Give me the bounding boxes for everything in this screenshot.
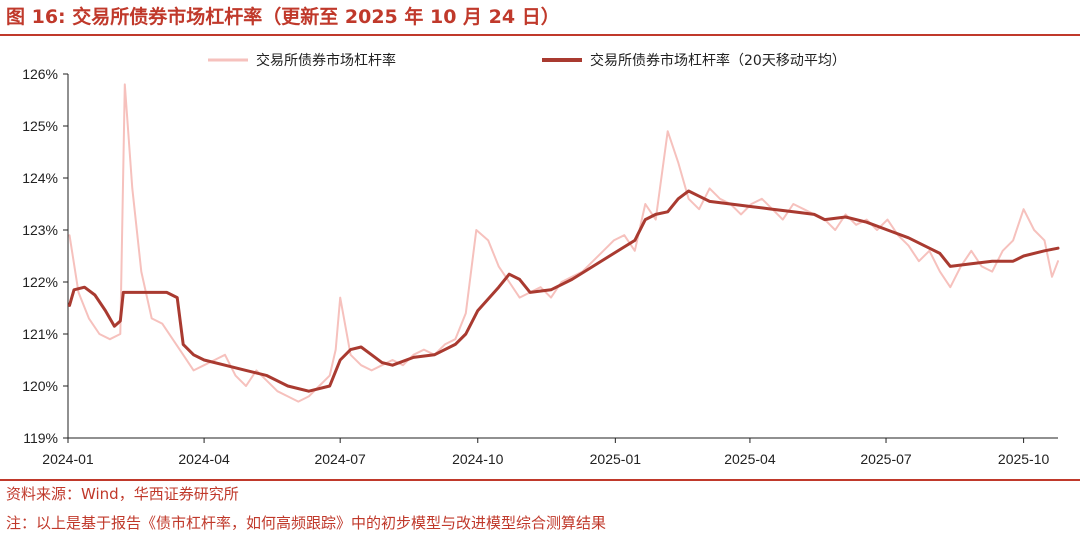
footnote: 注：以上是基于报告《债市杠杆率，如何高频跟踪》中的初步模型与改进模型综合测算结果 xyxy=(6,514,607,532)
x-tick-label: 2025-07 xyxy=(860,451,912,467)
y-tick-label: 125% xyxy=(22,118,58,134)
legend-label: 交易所债券市场杠杆率（20天移动平均） xyxy=(590,52,846,69)
title-rule xyxy=(0,34,1080,36)
x-tick-label: 2024-10 xyxy=(452,451,504,467)
y-tick-label: 122% xyxy=(22,274,58,290)
y-tick-label: 119% xyxy=(23,430,58,446)
figure-title: 图 16: 交易所债券市场杠杆率（更新至 2025 年 10 月 24 日） xyxy=(6,6,560,28)
x-tick-label: 2025-04 xyxy=(724,451,776,467)
y-tick-label: 126% xyxy=(22,66,58,82)
y-tick-label: 124% xyxy=(22,170,58,186)
y-tick-label: 120% xyxy=(22,378,58,394)
line-chart: 119% 120% 121% 122% 123% 124% 125% 126% 2024-01 2… xyxy=(22,52,1060,467)
footer-rule xyxy=(0,479,1080,481)
x-tick-label: 2024-07 xyxy=(314,451,366,467)
x-tick-label: 2024-04 xyxy=(178,451,230,467)
x-tick-label: 2025-01 xyxy=(590,451,642,467)
x-tick-label: 2025-10 xyxy=(998,451,1050,467)
source-note: 资料来源：Wind，华西证券研究所 xyxy=(6,485,239,503)
y-tick-label: 123% xyxy=(22,222,58,238)
x-tick-label: 2024-01 xyxy=(42,451,94,467)
legend-label: 交易所债券市场杠杆率 xyxy=(256,52,396,69)
series-line-raw xyxy=(68,83,1059,403)
y-tick-label: 121% xyxy=(22,326,58,342)
series-line-ma20 xyxy=(68,189,1060,393)
